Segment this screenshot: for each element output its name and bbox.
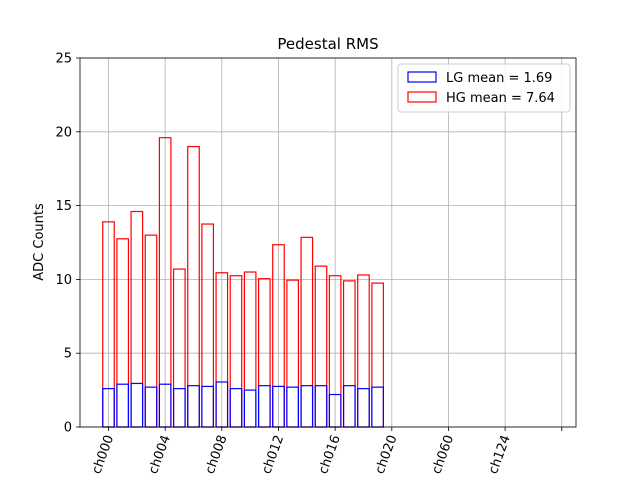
legend-label-hg: HG mean = 7.64 bbox=[446, 91, 555, 106]
y-tick-label: 10 bbox=[55, 273, 72, 288]
legend-label-lg: LG mean = 1.69 bbox=[446, 71, 552, 86]
y-tick-label: 0 bbox=[64, 421, 72, 436]
legend: LG mean = 1.69 HG mean = 7.64 bbox=[397, 63, 571, 113]
legend-swatch-hg bbox=[407, 91, 437, 103]
legend-swatch-lg bbox=[407, 71, 437, 83]
legend-box bbox=[397, 63, 571, 113]
plot-frame bbox=[79, 57, 577, 428]
y-tick-label: 15 bbox=[55, 199, 72, 214]
y-axis-label: ADC Counts bbox=[32, 203, 47, 281]
y-tick-label: 5 bbox=[64, 347, 72, 362]
y-tick-label: 20 bbox=[55, 125, 72, 140]
y-tick-label: 25 bbox=[55, 52, 72, 67]
grid-layer bbox=[80, 57, 576, 428]
chart-title: Pedestal RMS bbox=[277, 35, 378, 53]
